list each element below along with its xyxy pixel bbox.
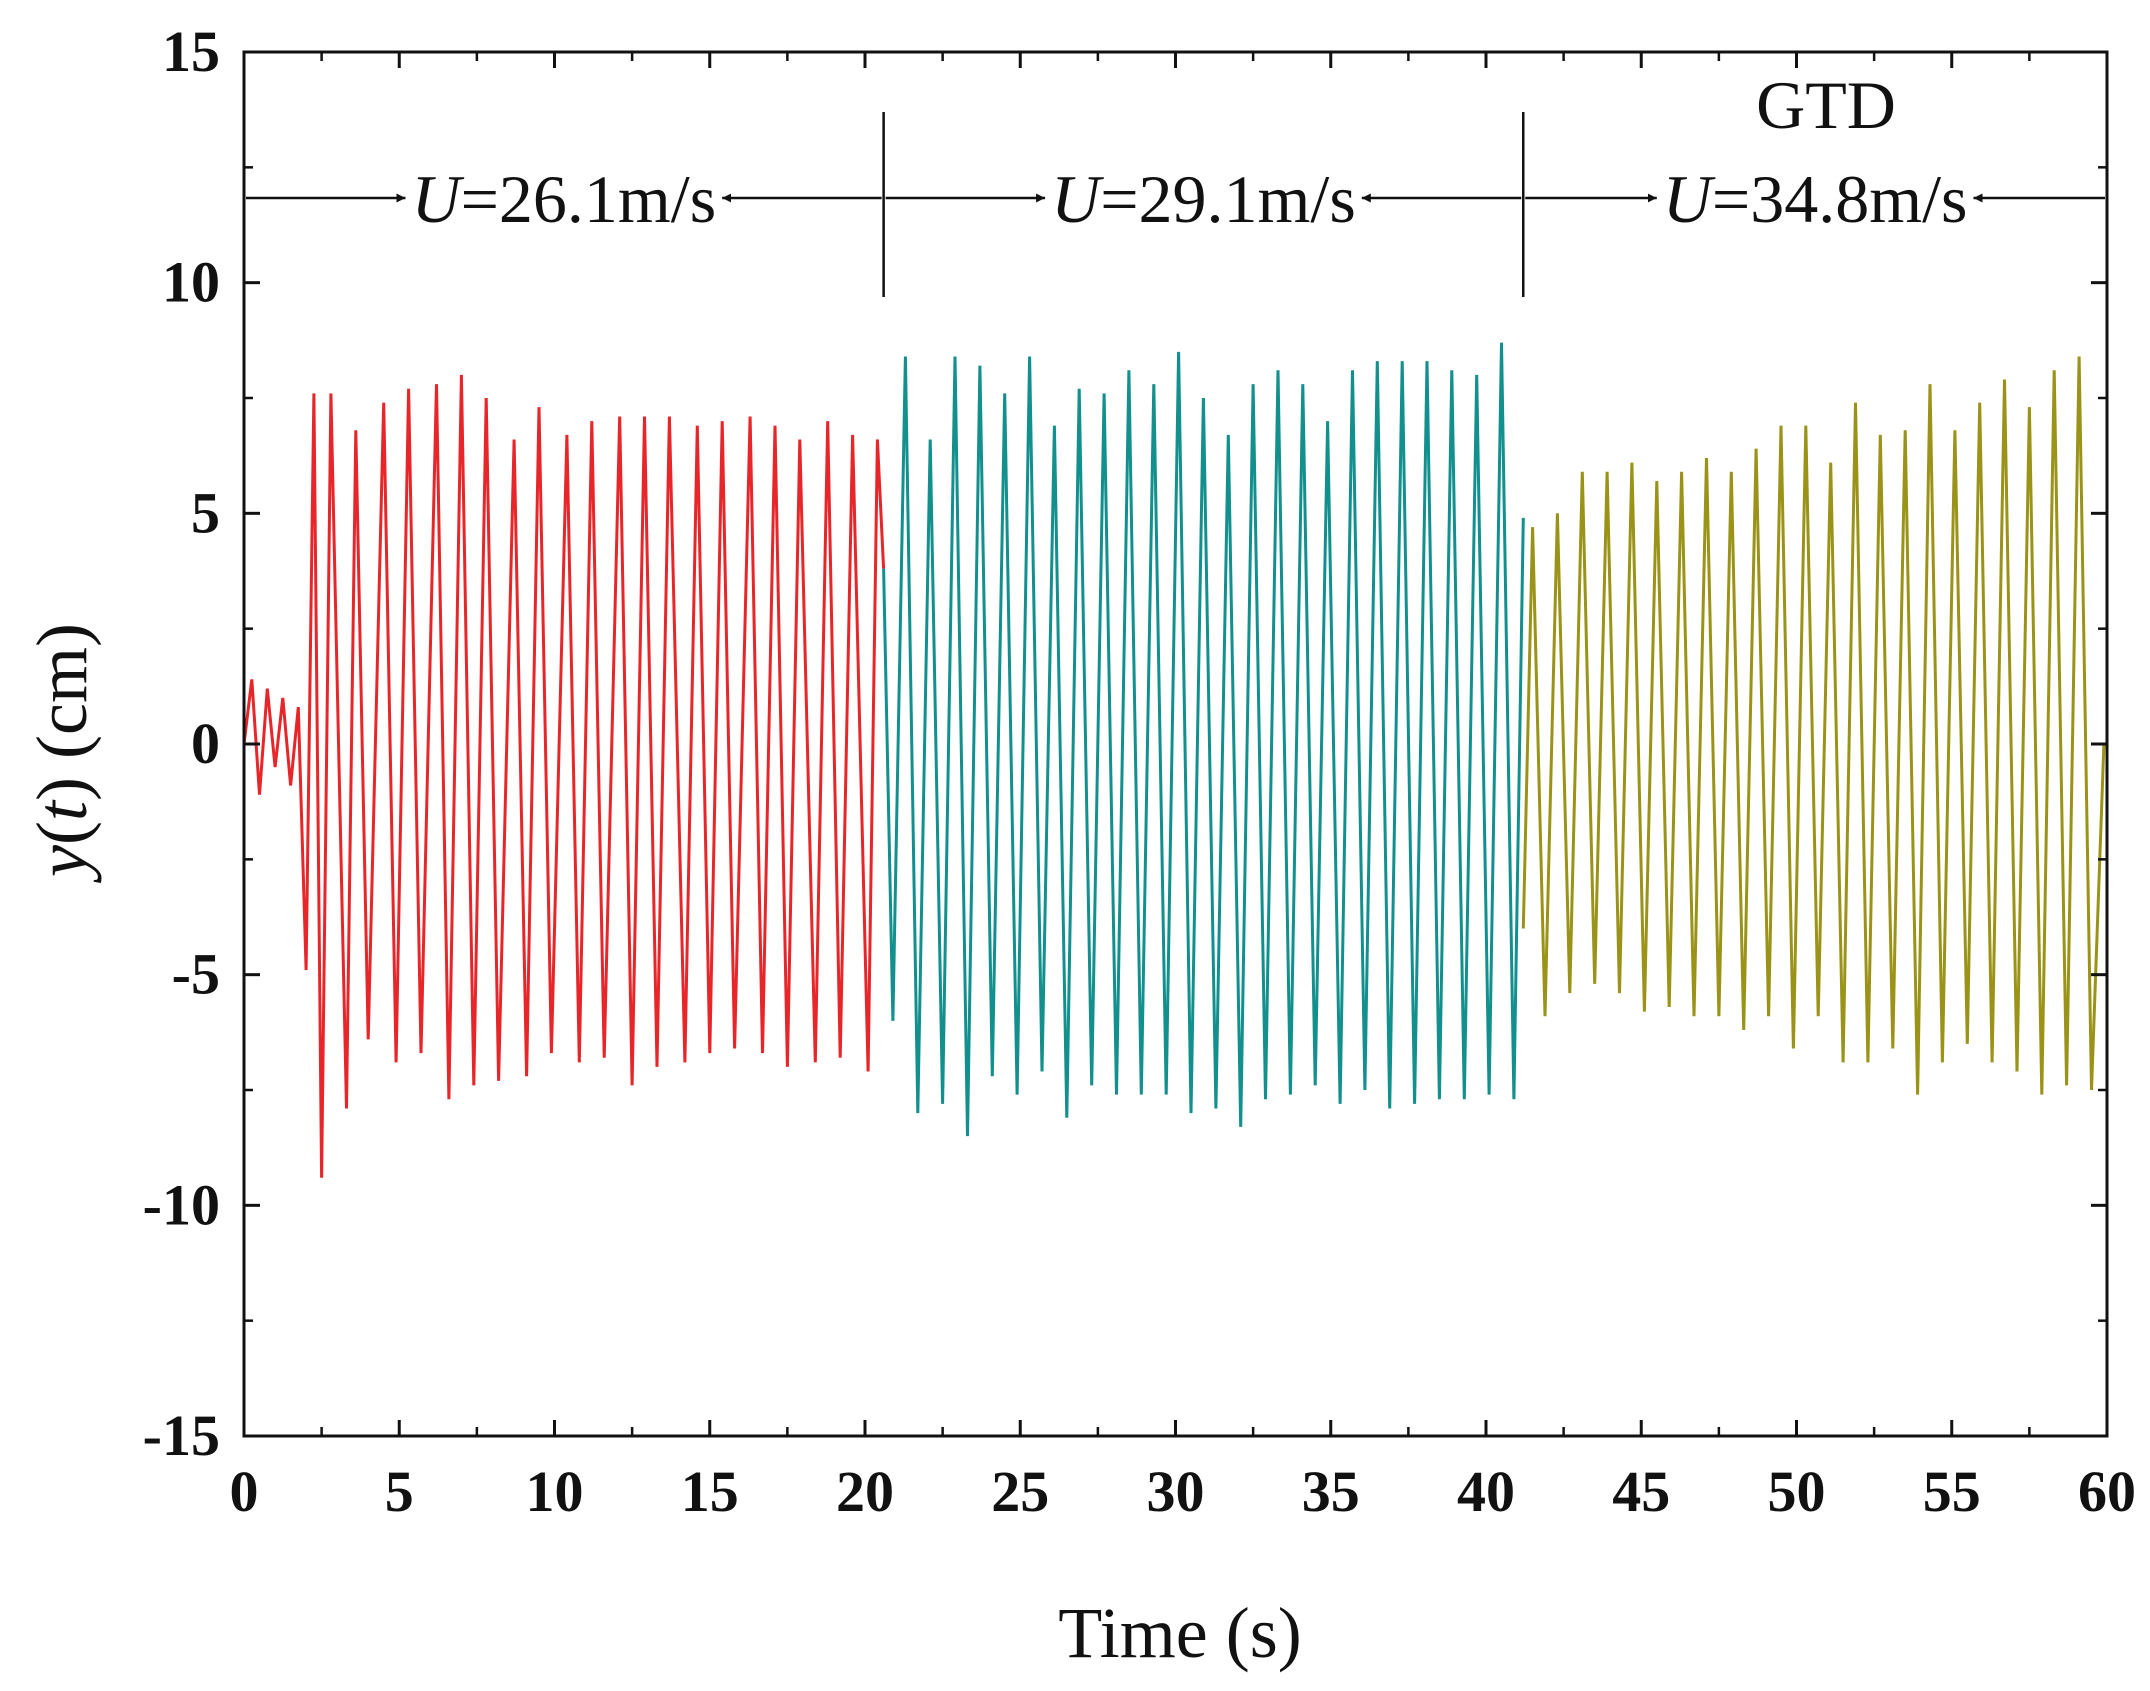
- plot-frame: [242, 50, 2109, 1438]
- region-u-value: =29.1m/s: [1100, 161, 1356, 237]
- y-axis-title-open: (: [22, 821, 102, 845]
- y-axis-title-unit: (cm): [22, 623, 102, 777]
- region-label-2: U=29.1m/s: [1051, 161, 1356, 237]
- x-tick-label: 0: [230, 1459, 259, 1524]
- region-label-1: U=26.1m/s: [411, 161, 716, 237]
- y-axis-title: y(t) (cm): [22, 623, 102, 884]
- y-tick-label: 5: [191, 480, 220, 545]
- x-tick-label: 45: [1612, 1459, 1670, 1524]
- y-tick-label: 15: [162, 19, 220, 84]
- series-line-3: [1521, 356, 2106, 1095]
- region-label-3: U=34.8m/s: [1663, 161, 1968, 237]
- series-line-1: [242, 374, 886, 1178]
- y-axis-title-close: ): [22, 777, 102, 801]
- x-tick-label: 60: [2078, 1459, 2136, 1524]
- x-tick-label: 25: [991, 1459, 1049, 1524]
- y-tick-label: -15: [143, 1403, 220, 1468]
- region-u-value: =26.1m/s: [461, 161, 717, 237]
- region-u-symbol: U: [411, 161, 464, 237]
- region-u-symbol: U: [1663, 161, 1716, 237]
- tick-labels: 0 5 10 15 20 25 30 35 40 45 50 55 60 -15 -10 -5 0 5 10 15: [143, 19, 2136, 1524]
- region-u-symbol: U: [1051, 161, 1104, 237]
- x-tick-label: 5: [385, 1459, 414, 1524]
- x-tick-label: 50: [1768, 1459, 1826, 1524]
- x-tick-label: 40: [1457, 1459, 1515, 1524]
- x-tick-label: 15: [681, 1459, 739, 1524]
- series-line-2: [882, 342, 1525, 1137]
- series-layer: [242, 342, 2106, 1178]
- y-tick-label: 0: [191, 711, 220, 776]
- x-tick-label: 55: [1923, 1459, 1981, 1524]
- annotations: U=26.1m/s U=29.1m/s U=34.8m/s: [246, 112, 2105, 297]
- y-axis-title-var: y: [22, 845, 102, 884]
- x-tick-label: 35: [1302, 1459, 1360, 1524]
- y-axis-title-t: t: [22, 799, 102, 821]
- x-tick-label: 20: [836, 1459, 894, 1524]
- region-u-value: =34.8m/s: [1712, 161, 1968, 237]
- y-tick-label: -10: [143, 1172, 220, 1237]
- y-tick-label: 10: [162, 250, 220, 315]
- x-tick-label: 30: [1147, 1459, 1205, 1524]
- gtd-label: GTD: [1756, 67, 1896, 143]
- x-tick-label: 10: [526, 1459, 584, 1524]
- y-tick-label: -5: [172, 942, 220, 1007]
- x-axis-title: Time (s): [1058, 1593, 1301, 1673]
- plot-border: [242, 50, 2109, 1438]
